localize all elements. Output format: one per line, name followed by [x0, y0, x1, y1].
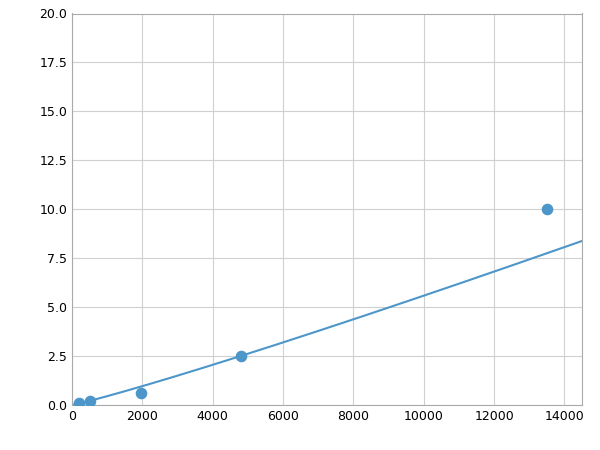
Point: [74, 400, 84, 407]
Point: [85, 397, 94, 405]
Point: [136, 390, 145, 397]
Point: [236, 352, 245, 360]
Point: [542, 206, 551, 213]
